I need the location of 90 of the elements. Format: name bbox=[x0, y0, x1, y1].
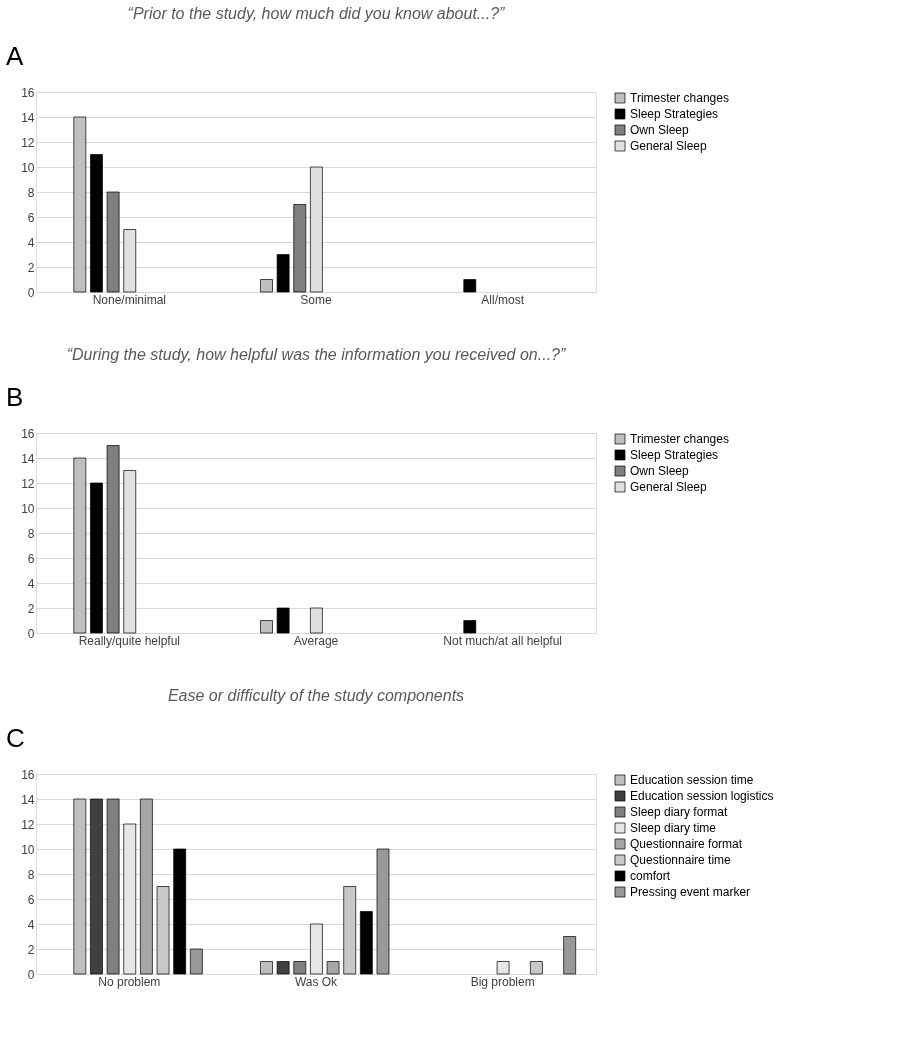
y-tick-label: 10 bbox=[21, 501, 35, 516]
legend-label: Sleep diary format bbox=[630, 805, 729, 819]
bar bbox=[260, 279, 273, 293]
bar bbox=[326, 961, 340, 975]
y-tick-label: 2 bbox=[27, 260, 35, 275]
bar bbox=[310, 923, 323, 975]
bar bbox=[276, 607, 290, 634]
bar bbox=[90, 798, 103, 975]
legend-label: General Sleep bbox=[630, 139, 708, 153]
x-tick-label: None/minimal bbox=[92, 292, 167, 307]
y-tick-label: 12 bbox=[21, 476, 35, 491]
chart-title: “Prior to the study, how much did you know about...?” bbox=[127, 5, 506, 22]
bar bbox=[156, 886, 170, 975]
y-tick-label: 10 bbox=[21, 160, 35, 175]
legend-label: Own Sleep bbox=[630, 123, 690, 137]
y-tick-label: 14 bbox=[21, 792, 35, 807]
y-tick-label: 12 bbox=[21, 817, 35, 832]
bar bbox=[293, 204, 307, 293]
text: C bbox=[6, 723, 25, 753]
legend-label: General Sleep bbox=[630, 480, 708, 494]
y-tick-label: 6 bbox=[27, 210, 35, 225]
y-tick-label: 10 bbox=[21, 842, 35, 857]
bar bbox=[376, 848, 390, 975]
legend-label: Sleep Strategies bbox=[630, 448, 719, 462]
y-tick-label: 16 bbox=[21, 767, 35, 782]
x-tick-label: Was Ok bbox=[294, 974, 339, 989]
legend-label: Education session logistics bbox=[630, 789, 774, 803]
y-tick-label: 0 bbox=[27, 285, 35, 300]
chart-title: “During the study, how helpful was the information you received on...?” bbox=[66, 346, 566, 363]
bar bbox=[173, 848, 187, 975]
x-tick-label: No problem bbox=[98, 974, 161, 989]
y-tick-label: 0 bbox=[27, 967, 35, 982]
text: B bbox=[6, 382, 24, 412]
bar bbox=[563, 936, 577, 975]
bar bbox=[260, 620, 273, 634]
x-tick-label: Average bbox=[293, 633, 339, 648]
bar bbox=[73, 457, 87, 634]
y-tick-label: 6 bbox=[27, 892, 35, 907]
legend-label: Trimester changes bbox=[630, 91, 729, 105]
bar bbox=[276, 961, 290, 975]
bar bbox=[343, 886, 357, 975]
bar bbox=[106, 191, 120, 293]
y-tick-label: 6 bbox=[27, 551, 35, 566]
x-tick-label: Really/quite helpful bbox=[78, 633, 181, 648]
y-tick-label: 0 bbox=[27, 626, 35, 641]
bar bbox=[496, 961, 510, 975]
bar bbox=[123, 823, 137, 975]
x-tick-label: Big problem bbox=[470, 974, 535, 989]
bar bbox=[530, 961, 543, 975]
y-tick-label: 4 bbox=[27, 235, 35, 250]
legend-label: Trimester changes bbox=[630, 432, 729, 446]
bar bbox=[189, 948, 203, 975]
y-tick-label: 16 bbox=[21, 426, 35, 441]
y-tick-label: 4 bbox=[27, 576, 35, 591]
y-tick-label: 2 bbox=[27, 601, 35, 616]
y-tick-label: 14 bbox=[21, 110, 35, 125]
y-tick-label: 2 bbox=[27, 942, 35, 957]
legend-label: Sleep diary time bbox=[630, 821, 717, 835]
text: A bbox=[6, 41, 24, 71]
bar bbox=[73, 116, 87, 293]
bar bbox=[463, 279, 477, 293]
x-tick-label: Not much/at all helpful bbox=[443, 633, 563, 648]
bar bbox=[276, 254, 290, 293]
legend-label: Questionnaire time bbox=[630, 853, 732, 867]
bar bbox=[90, 154, 103, 293]
bar bbox=[140, 798, 153, 975]
y-tick-label: 16 bbox=[21, 85, 35, 100]
y-tick-label: 8 bbox=[27, 867, 35, 882]
y-tick-label: 12 bbox=[21, 135, 35, 150]
bar bbox=[73, 798, 87, 975]
y-tick-label: 14 bbox=[21, 451, 35, 466]
legend-label: Sleep Strategies bbox=[630, 107, 719, 121]
bar bbox=[293, 961, 307, 975]
legend-label: Own Sleep bbox=[630, 464, 690, 478]
bar bbox=[463, 620, 477, 634]
legend-label: Pressing event marker bbox=[630, 885, 751, 899]
legend-label: comfort bbox=[630, 869, 671, 883]
y-tick-label: 8 bbox=[27, 526, 35, 541]
x-tick-label: All/most bbox=[481, 292, 525, 307]
legend-label: Education session time bbox=[630, 773, 754, 787]
chart-title: Ease or difficulty of the study components bbox=[167, 687, 465, 704]
y-tick-label: 4 bbox=[27, 917, 35, 932]
bar bbox=[90, 482, 103, 634]
bar bbox=[106, 798, 120, 975]
y-tick-label: 8 bbox=[27, 185, 35, 200]
bar bbox=[359, 911, 373, 975]
bar bbox=[106, 445, 120, 634]
x-tick-label: Some bbox=[300, 292, 332, 307]
legend-label: Questionnaire format bbox=[630, 837, 743, 851]
bar bbox=[260, 961, 273, 975]
